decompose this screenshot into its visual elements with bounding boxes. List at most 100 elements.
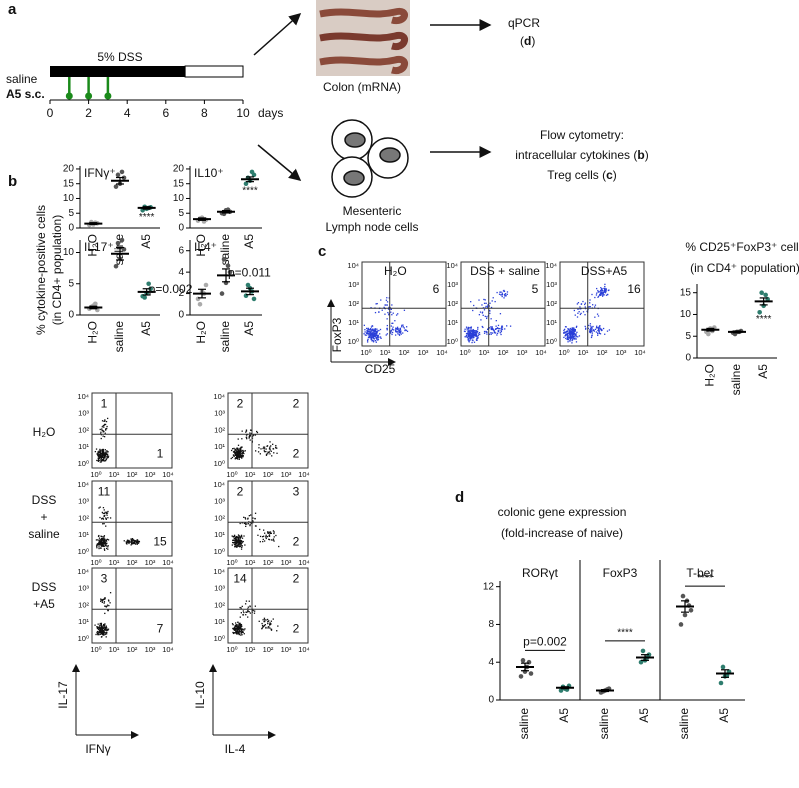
event [241, 546, 243, 549]
event [245, 600, 248, 602]
event [604, 289, 606, 291]
event [237, 452, 240, 454]
x-label: IFNγ [85, 742, 110, 756]
event [569, 336, 571, 338]
event [269, 449, 271, 451]
event [104, 453, 106, 456]
event [602, 294, 604, 296]
y-tick-label: 10² [214, 600, 225, 609]
y-label: % cytokine-positive cells [34, 205, 48, 335]
event [372, 333, 374, 335]
event [481, 325, 483, 328]
event [481, 311, 484, 313]
event [601, 291, 603, 293]
event [104, 538, 106, 540]
event [269, 447, 271, 449]
event [267, 627, 269, 629]
event [101, 537, 103, 540]
event [465, 334, 468, 337]
event [374, 339, 377, 342]
event [395, 314, 398, 316]
event [131, 542, 133, 544]
y-label: IL-17 [56, 681, 70, 709]
event [469, 330, 471, 332]
event [600, 292, 602, 295]
event [105, 518, 107, 520]
event [577, 312, 579, 314]
event [103, 430, 105, 433]
event [366, 341, 369, 343]
chart-title: colonic gene expression [498, 505, 627, 519]
event [269, 627, 271, 629]
event [466, 332, 469, 335]
event [276, 447, 278, 449]
event [245, 431, 247, 433]
event [237, 456, 240, 458]
event [239, 456, 242, 458]
event [98, 534, 100, 537]
event [268, 535, 270, 537]
event [571, 327, 573, 329]
event [605, 294, 608, 296]
event [254, 525, 257, 527]
event [465, 326, 468, 328]
event [101, 545, 104, 547]
event [96, 544, 99, 546]
event [604, 333, 606, 335]
event [585, 327, 587, 329]
event [371, 329, 373, 331]
event [236, 447, 238, 449]
x-tick-label: H₂O [86, 321, 100, 344]
event [102, 458, 105, 461]
event [497, 324, 500, 327]
data-point [528, 671, 534, 676]
x-tick-label: 10⁰ [360, 348, 371, 357]
event [96, 459, 98, 462]
y-tick-label: 10⁰ [78, 634, 89, 643]
event [104, 624, 106, 626]
event [395, 327, 397, 329]
event [240, 544, 242, 546]
event [102, 448, 104, 451]
event [487, 304, 489, 306]
data-point [115, 172, 121, 178]
event [263, 448, 266, 450]
event [104, 539, 106, 541]
event [103, 601, 106, 603]
y-tick-label: 10² [78, 425, 89, 434]
event [233, 539, 235, 541]
event [233, 450, 235, 453]
event [394, 320, 396, 322]
event [241, 535, 243, 538]
event [240, 630, 242, 633]
event [575, 335, 577, 337]
event [496, 327, 498, 329]
x-tick-label: 10⁴ [535, 348, 547, 357]
event [245, 434, 248, 436]
event [107, 455, 110, 457]
event [100, 452, 102, 455]
event [367, 328, 369, 330]
event [236, 536, 238, 538]
y-tick-label: 15 [63, 178, 75, 189]
event [590, 336, 593, 339]
event [483, 302, 486, 304]
event [374, 328, 376, 330]
event [262, 538, 264, 541]
event [387, 311, 389, 314]
event [472, 332, 474, 334]
event [594, 304, 597, 306]
event [275, 534, 277, 537]
event [100, 431, 102, 433]
event [239, 616, 241, 618]
event [236, 541, 238, 543]
event [134, 542, 136, 544]
event [471, 333, 473, 336]
event [134, 543, 137, 545]
event [238, 633, 240, 635]
event [246, 611, 248, 614]
event [238, 622, 240, 625]
event [104, 451, 107, 453]
event [239, 522, 241, 525]
event [104, 456, 106, 459]
